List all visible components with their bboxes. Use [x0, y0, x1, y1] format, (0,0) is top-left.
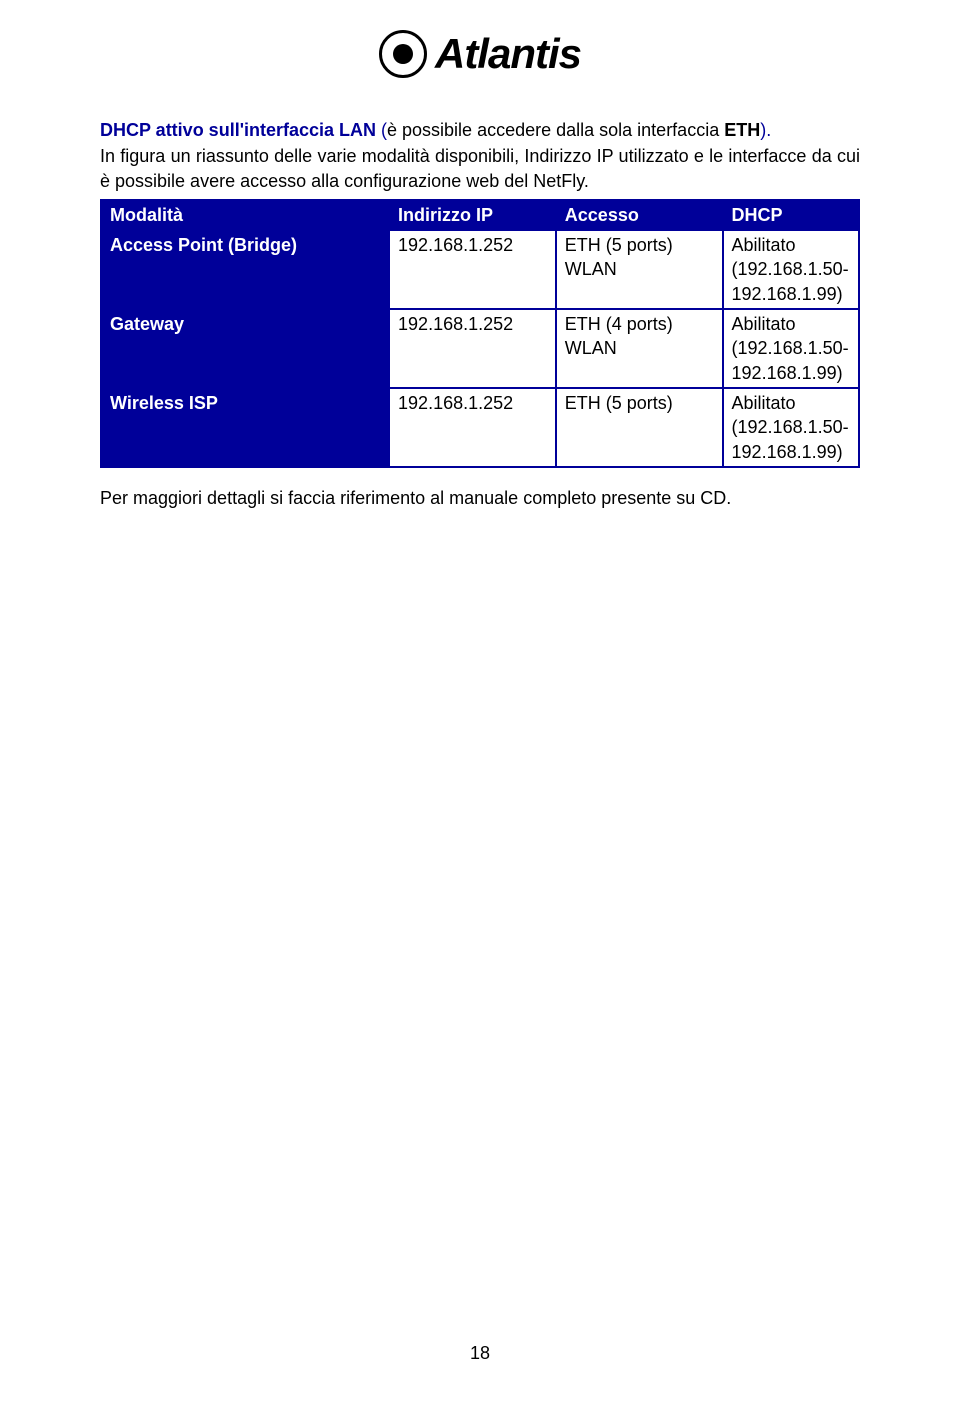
cell-access: ETH (5 ports)WLAN	[556, 230, 723, 309]
logo-text: Atlantis	[435, 30, 581, 78]
cell-ip: 192.168.1.252	[389, 230, 556, 309]
table-row: Gateway 192.168.1.252 ETH (4 ports)WLAN …	[101, 309, 859, 388]
th-dhcp: DHCP	[723, 200, 859, 230]
th-accesso: Accesso	[556, 200, 723, 230]
th-indirizzo-ip: Indirizzo IP	[389, 200, 556, 230]
th-modalita: Modalità	[101, 200, 389, 230]
lead-text: DHCP attivo sull'interfaccia LAN	[100, 120, 381, 140]
paragraph-dhcp-lan: DHCP attivo sull'interfaccia LAN (è poss…	[100, 118, 860, 142]
cell-mode: Access Point (Bridge)	[101, 230, 389, 309]
cell-ip: 192.168.1.252	[389, 309, 556, 388]
paren-close: ).	[760, 120, 771, 140]
logo: Atlantis	[100, 30, 860, 78]
mode-table: Modalità Indirizzo IP Accesso DHCP Acces…	[100, 199, 860, 468]
table-header-row: Modalità Indirizzo IP Accesso DHCP	[101, 200, 859, 230]
paragraph-footer-note: Per maggiori dettagli si faccia riferime…	[100, 486, 860, 510]
cell-access: ETH (5 ports)	[556, 388, 723, 467]
paragraph-summary: In figura un riassunto delle varie modal…	[100, 144, 860, 193]
cell-dhcp: Abilitato(192.168.1.50-192.168.1.99)	[723, 309, 859, 388]
cell-mode: Gateway	[101, 309, 389, 388]
page-number: 18	[0, 1343, 960, 1364]
page-content: DHCP attivo sull'interfaccia LAN (è poss…	[100, 118, 860, 510]
cell-ip: 192.168.1.252	[389, 388, 556, 467]
cell-access: ETH (4 ports)WLAN	[556, 309, 723, 388]
eth-text: ETH	[724, 120, 760, 140]
mid-text: è possibile accedere dalla sola interfac…	[387, 120, 724, 140]
table-row: Wireless ISP 192.168.1.252 ETH (5 ports)…	[101, 388, 859, 467]
table-row: Access Point (Bridge) 192.168.1.252 ETH …	[101, 230, 859, 309]
logo-icon	[379, 30, 427, 78]
cell-dhcp: Abilitato(192.168.1.50-192.168.1.99)	[723, 388, 859, 467]
cell-mode: Wireless ISP	[101, 388, 389, 467]
cell-dhcp: Abilitato(192.168.1.50-192.168.1.99)	[723, 230, 859, 309]
